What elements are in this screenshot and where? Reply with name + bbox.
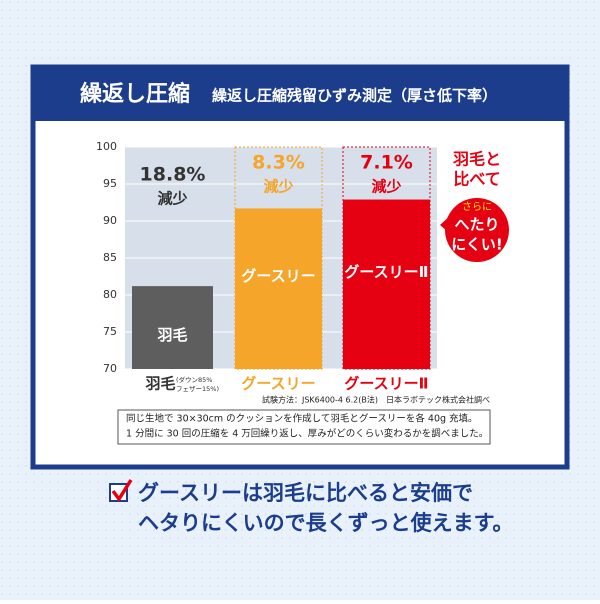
y-tick-label: 70 bbox=[103, 362, 117, 375]
y-tick-label: 95 bbox=[103, 177, 117, 190]
reduction-text: 減少 bbox=[371, 178, 401, 196]
x-tick-label: グースリーⅡ bbox=[344, 375, 428, 393]
bar bbox=[343, 199, 430, 369]
reduction-text: 減少 bbox=[157, 190, 187, 208]
y-tick-label: 90 bbox=[103, 214, 117, 227]
bubble bbox=[445, 198, 509, 262]
subtitle: 繰返し圧縮残留ひずみ測定（厚さ低下率） bbox=[212, 87, 497, 105]
bar bbox=[235, 208, 322, 369]
footer-line: グースリーは羽毛に比べると安価で bbox=[138, 481, 473, 505]
note-line: 1 分間に 30 回の圧縮を 4 万回繰り返し、厚みがどのくらい変わるかを調べま… bbox=[126, 428, 488, 440]
footer-line: ヘタりにくいので長くずっと使えます。 bbox=[138, 511, 513, 535]
note-line: 同じ生地で 30×30cm のクッションを作成して羽毛とグースリーを各 40g … bbox=[126, 413, 478, 425]
header-band bbox=[33, 67, 567, 121]
y-tick-label: 80 bbox=[103, 288, 117, 301]
reduction-label: 18.8% bbox=[140, 164, 206, 186]
bubble-text: さらに bbox=[462, 201, 492, 213]
y-tick-label: 100 bbox=[96, 140, 117, 153]
note-box bbox=[117, 409, 491, 445]
title: 繰返し圧縮 bbox=[80, 81, 190, 107]
y-tick-label: 85 bbox=[103, 251, 117, 264]
y-tick-label: 75 bbox=[103, 325, 117, 338]
reduction-text: 減少 bbox=[263, 178, 293, 196]
category-note: フェザー15%) bbox=[176, 385, 219, 393]
bar bbox=[132, 286, 213, 369]
callout: 羽毛と bbox=[453, 150, 501, 169]
reduction-label: 7.1% bbox=[360, 152, 413, 174]
bar-label: グースリーⅡ bbox=[344, 263, 428, 281]
x-tick-label: 羽毛 bbox=[145, 375, 175, 393]
x-tick-label: グースリー bbox=[241, 375, 315, 393]
bar-label: グースリー bbox=[241, 267, 315, 285]
bubble-text: へたり bbox=[454, 216, 499, 234]
source: 試験方法：JSK6400-4 6.2(B法) 日本ラボテック株式会社調べ bbox=[262, 395, 490, 405]
bar-label: 羽毛 bbox=[157, 326, 187, 344]
panel bbox=[30, 64, 570, 470]
callout: 比べて bbox=[453, 170, 500, 189]
check-mark bbox=[111, 479, 133, 503]
bubble-text: にくい! bbox=[451, 236, 503, 254]
category-note: (ダウン85% bbox=[176, 375, 212, 384]
reduction-label: 8.3% bbox=[252, 152, 305, 174]
